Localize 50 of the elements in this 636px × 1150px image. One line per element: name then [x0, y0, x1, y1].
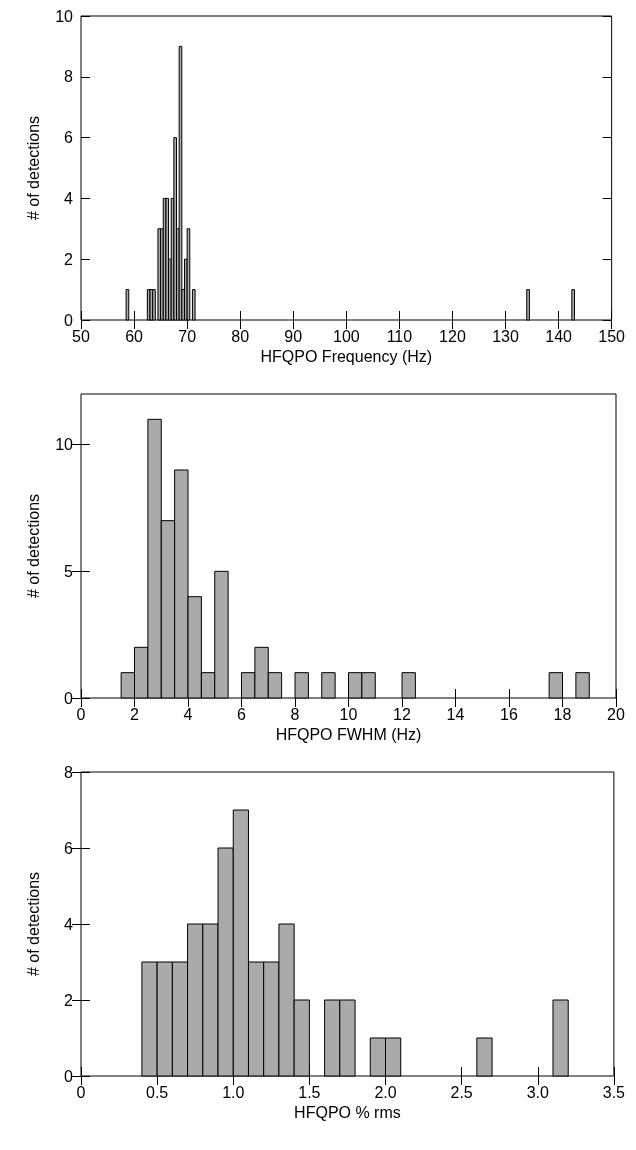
y-tick-label: 6	[64, 839, 74, 857]
x-tick-label: 1.5	[298, 1083, 321, 1101]
y-tick-label: 4	[64, 915, 74, 933]
x-tick-label: 2	[130, 705, 140, 723]
y-axis-title: # of detections	[24, 493, 42, 599]
y-tick-label: 6	[64, 129, 74, 147]
x-tick-label: 50	[72, 327, 90, 345]
x-tick-label: 10	[339, 705, 358, 723]
y-tick-label: 10	[55, 7, 74, 25]
y-tick-label: 10	[55, 436, 74, 454]
x-axis-title: HFQPO FWHM (Hz)	[275, 726, 422, 744]
x-tick-label: 20	[607, 705, 625, 723]
y-tick-label: 8	[64, 763, 74, 781]
x-tick-label: 80	[231, 327, 250, 345]
y-tick-label: 2	[64, 250, 74, 268]
y-tick-label: 0	[64, 1067, 74, 1085]
x-tick-label: 1.0	[222, 1083, 245, 1101]
y-tick-label: 4	[64, 189, 74, 207]
x-tick-label: 2.0	[374, 1083, 397, 1101]
y-tick-label: 8	[64, 68, 74, 86]
x-tick-label: 100	[332, 327, 360, 345]
x-tick-label: 4	[183, 705, 193, 723]
x-tick-label: 3.5	[602, 1083, 626, 1101]
y-tick-label: 0	[64, 689, 74, 707]
x-tick-label: 150	[598, 327, 626, 345]
x-tick-label: 0	[76, 1083, 86, 1101]
x-tick-label: 140	[545, 327, 573, 345]
x-tick-label: 12	[393, 705, 411, 723]
x-tick-label: 120	[439, 327, 466, 345]
x-tick-label: 0	[76, 705, 86, 723]
x-tick-label: 110	[386, 327, 413, 345]
x-tick-label: 0.5	[146, 1083, 169, 1101]
y-tick-label: 5	[64, 562, 74, 580]
x-tick-label: 18	[553, 705, 572, 723]
x-tick-label: 90	[284, 327, 303, 345]
y-tick-label: 2	[64, 991, 74, 1009]
x-tick-label: 3.0	[526, 1083, 549, 1101]
x-tick-label: 8	[290, 705, 300, 723]
y-axis-title: # of detections	[24, 871, 42, 977]
y-tick-label: 0	[64, 311, 74, 329]
x-axis-title: HFQPO Frequency (Hz)	[260, 348, 433, 366]
x-tick-label: 6	[237, 705, 247, 723]
x-tick-label: 130	[492, 327, 519, 345]
y-axis-title: # of detections	[24, 115, 42, 221]
x-tick-label: 14	[446, 705, 465, 723]
x-tick-label: 70	[178, 327, 197, 345]
x-tick-label: 60	[125, 327, 144, 345]
x-axis-title: HFQPO % rms	[294, 1104, 401, 1122]
x-tick-label: 16	[500, 705, 518, 723]
x-tick-label: 2.5	[450, 1083, 473, 1101]
